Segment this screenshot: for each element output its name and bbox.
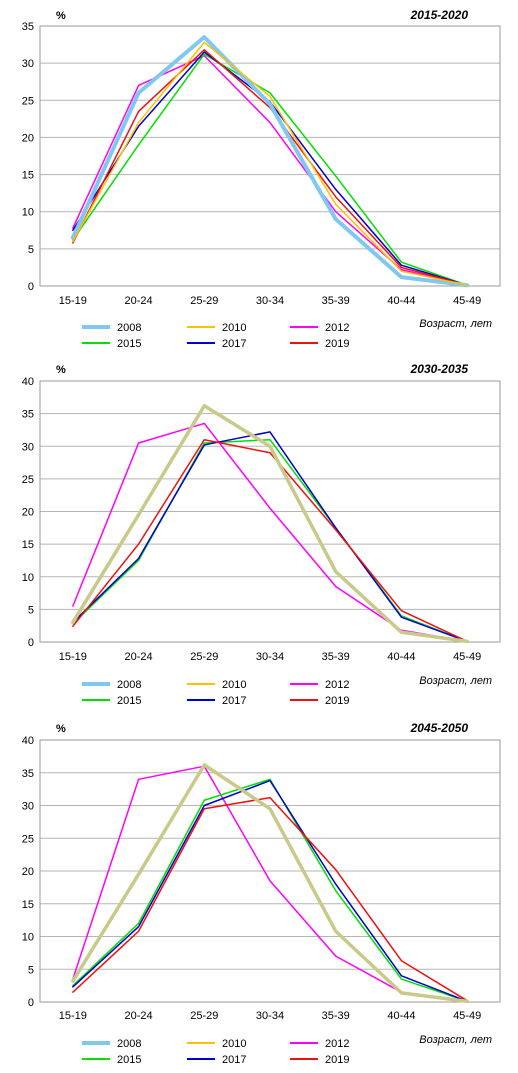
y-tick-label: 15 xyxy=(22,899,34,911)
series-line-2008 xyxy=(71,404,469,644)
x-tick-label: 25-29 xyxy=(190,295,218,307)
series-line-2010 xyxy=(72,41,468,287)
chart-2: 0 5 10 15 20 25 30 35 40 15-19 20-24 25-29 30-34 35-3… xyxy=(22,721,501,1066)
y-unit-label: % xyxy=(56,723,66,735)
y-tick-label: 20 xyxy=(22,507,34,519)
series-line-2015 xyxy=(72,53,468,287)
y-unit-label: % xyxy=(56,10,66,22)
x-tick-label: 40-44 xyxy=(387,651,415,663)
series-line-2015 xyxy=(72,438,468,643)
x-tick-label: 20-24 xyxy=(125,1010,153,1022)
x-tick-label: 45-49 xyxy=(453,651,481,663)
y-tick-label: 30 xyxy=(22,801,34,813)
series-line-2017 xyxy=(72,779,468,1003)
legend-label-2015: 2015 xyxy=(117,338,141,350)
legend-label-2019: 2019 xyxy=(325,338,349,350)
x-tick-label: 15-19 xyxy=(59,651,87,663)
chart-title: 2030-2035 xyxy=(410,362,469,376)
x-tick-label: 20-24 xyxy=(125,651,153,663)
y-tick-label: 5 xyxy=(28,964,34,976)
y-tick-label: 5 xyxy=(28,604,34,616)
y-tick-label: 30 xyxy=(22,441,34,453)
y-tick-label: 0 xyxy=(28,637,34,649)
legend-label-2008: 2008 xyxy=(117,1038,141,1050)
legend-label-2012: 2012 xyxy=(325,1038,349,1050)
x-tick-label: 20-24 xyxy=(125,295,153,307)
series-line-2010 xyxy=(72,405,468,643)
y-tick-label: 5 xyxy=(28,244,34,256)
x-tick-label: 35-39 xyxy=(322,1010,350,1022)
x-tick-label: 15-19 xyxy=(59,295,87,307)
legend-label-2019: 2019 xyxy=(325,695,349,707)
y-tick-label: 20 xyxy=(22,866,34,878)
x-tick-label: 15-19 xyxy=(59,1010,87,1022)
y-tick-label: 20 xyxy=(22,132,34,144)
series-line-2012 xyxy=(72,422,468,643)
series-line-2019 xyxy=(72,796,468,1002)
y-tick-label: 35 xyxy=(22,409,34,421)
x-tick-label: 30-34 xyxy=(256,651,284,663)
x-tick-label: 30-34 xyxy=(256,1010,284,1022)
legend-label-2008: 2008 xyxy=(117,322,141,334)
legend-label-2010: 2010 xyxy=(222,322,246,334)
legend-label-2015: 2015 xyxy=(117,695,141,707)
chart-title: 2045-2050 xyxy=(410,721,469,735)
chart-title: 2015-2020 xyxy=(410,8,469,22)
x-tick-label: 30-34 xyxy=(256,295,284,307)
y-tick-label: 25 xyxy=(22,95,34,107)
y-tick-label: 35 xyxy=(22,21,34,33)
y-tick-label: 40 xyxy=(22,735,34,747)
x-tick-label: 45-49 xyxy=(453,1010,481,1022)
x-tick-label: 40-44 xyxy=(387,1010,415,1022)
y-tick-label: 15 xyxy=(22,170,34,182)
y-unit-label: % xyxy=(56,364,66,376)
y-tick-label: 0 xyxy=(28,997,34,1009)
chart-0: 0 5 10 15 20 25 30 35 15-19 20-24 25-29 30-34 35-39 4… xyxy=(22,8,501,350)
x-axis-label: Возраст, лет xyxy=(419,318,492,330)
series-line-2008 xyxy=(70,35,470,288)
x-tick-label: 25-29 xyxy=(190,1010,218,1022)
x-tick-label: 40-44 xyxy=(387,295,415,307)
y-tick-label: 30 xyxy=(22,58,34,70)
series-line-2017 xyxy=(72,51,468,287)
chart-1: 0 5 10 15 20 25 30 35 40 15-19 20-24 25-29 30-34 35-3… xyxy=(22,362,501,707)
y-tick-label: 25 xyxy=(22,474,34,486)
y-tick-label: 10 xyxy=(22,207,34,219)
legend-label-2010: 2010 xyxy=(222,679,246,691)
x-axis-label: Возраст, лет xyxy=(419,1034,492,1046)
series-line-2017 xyxy=(72,431,468,643)
series-line-2019 xyxy=(72,49,468,287)
series-line-2010 xyxy=(72,764,468,1003)
legend-label-2012: 2012 xyxy=(325,679,349,691)
x-tick-label: 35-39 xyxy=(322,651,350,663)
y-tick-label: 35 xyxy=(22,768,34,780)
plot-area xyxy=(39,380,501,643)
y-tick-label: 0 xyxy=(28,281,34,293)
y-tick-label: 15 xyxy=(22,539,34,551)
y-tick-label: 10 xyxy=(22,932,34,944)
x-tick-label: 35-39 xyxy=(322,295,350,307)
plot-area xyxy=(39,739,501,1003)
series-line-2015 xyxy=(72,778,468,1003)
series-line-2019 xyxy=(72,438,468,643)
legend-label-2017: 2017 xyxy=(222,1054,246,1066)
legend-label-2012: 2012 xyxy=(325,322,349,334)
x-tick-label: 45-49 xyxy=(453,295,481,307)
legend-label-2008: 2008 xyxy=(117,679,141,691)
legend-label-2015: 2015 xyxy=(117,1054,141,1066)
y-tick-label: 25 xyxy=(22,833,34,845)
y-tick-label: 40 xyxy=(22,376,34,388)
x-axis-label: Возраст, лет xyxy=(419,675,492,687)
series-line-2012 xyxy=(72,54,468,287)
legend-label-2019: 2019 xyxy=(325,1054,349,1066)
y-tick-label: 10 xyxy=(22,572,34,584)
legend-label-2010: 2010 xyxy=(222,1038,246,1050)
legend-label-2017: 2017 xyxy=(222,695,246,707)
plot-area xyxy=(39,25,501,287)
legend-label-2017: 2017 xyxy=(222,338,246,350)
x-tick-label: 25-29 xyxy=(190,651,218,663)
